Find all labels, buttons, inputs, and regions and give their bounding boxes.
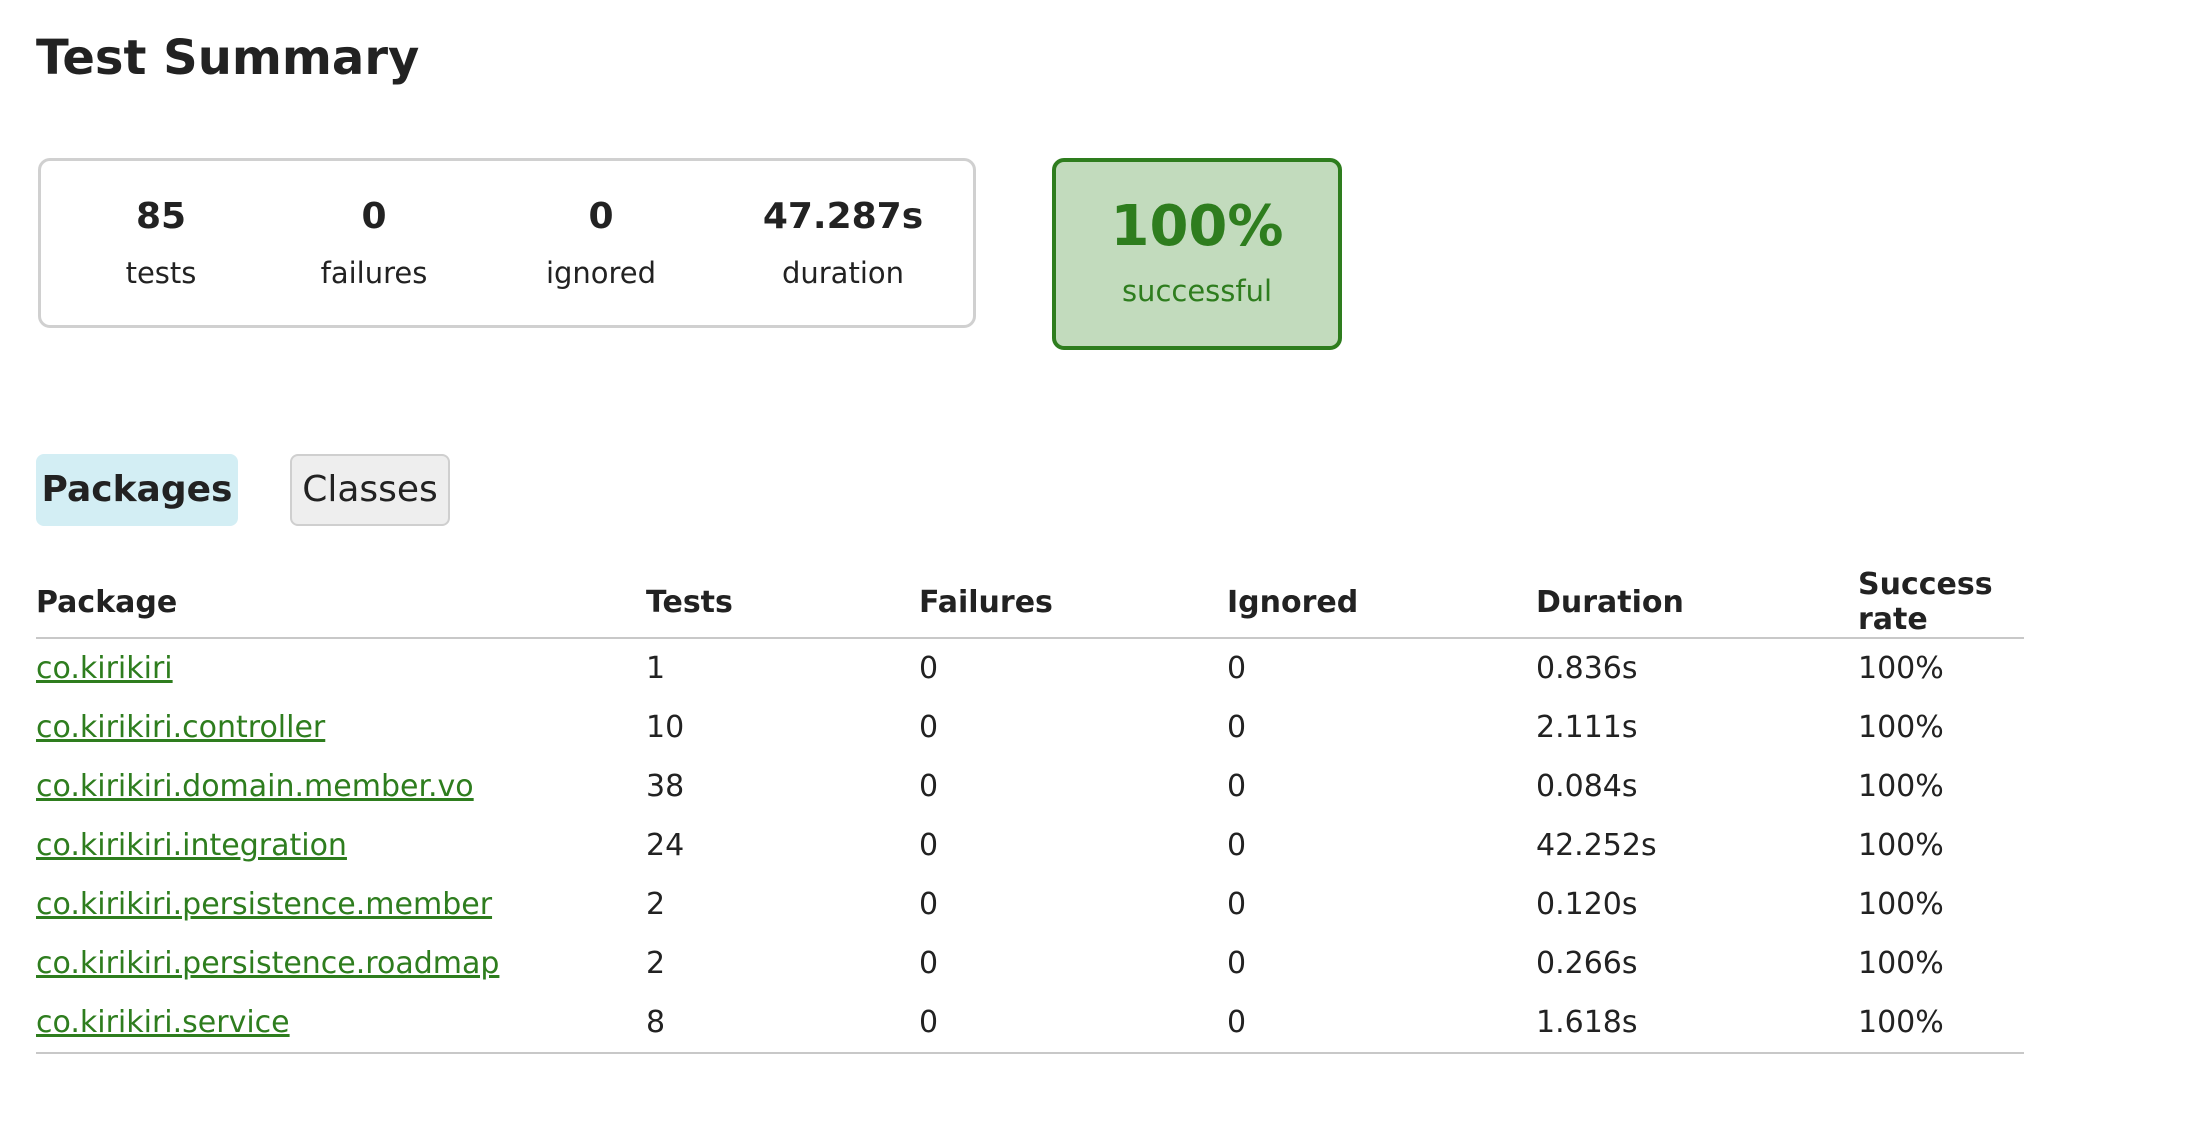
stat-failures-label: failures [320, 256, 428, 290]
table-row: co.kirikiri.persistence.roadmap 2 0 0 0.… [36, 934, 2024, 993]
table-header-row: Package Tests Failures Ignored Duration … [36, 567, 2024, 639]
stat-duration-label: duration [781, 256, 905, 290]
duration-cell: 0.266s [1536, 946, 1638, 981]
package-link[interactable]: co.kirikiri.persistence.member [36, 887, 493, 922]
stat-tests-label: tests [125, 256, 197, 290]
package-link[interactable]: co.kirikiri.controller [36, 710, 326, 745]
duration-cell: 1.618s [1536, 993, 1858, 1054]
tab-packages[interactable]: Packages [36, 454, 238, 526]
stat-tests-value: 85 [135, 196, 187, 237]
success-rate-cell: 100% [1858, 946, 1944, 981]
stat-duration-value: 47.287s [762, 196, 924, 237]
failures-cell: 0 [919, 993, 1227, 1054]
success-rate-box: 100% successful [1052, 158, 1342, 350]
failures-cell: 0 [919, 710, 939, 745]
table-row: co.kirikiri.persistence.member 2 0 0 0.1… [36, 875, 2024, 934]
stat-failures-value: 0 [361, 196, 387, 237]
table-row: co.kirikiri.domain.member.vo 38 0 0 0.08… [36, 757, 2024, 816]
stat-failures: 0 failures [254, 193, 494, 293]
table-row: co.kirikiri.service 8 0 0 1.618s 100% [36, 993, 2024, 1054]
column-header-duration: Duration [1536, 567, 1858, 639]
tab-classes[interactable]: Classes [290, 454, 450, 526]
ignored-cell: 0 [1227, 887, 1247, 922]
stat-ignored-value: 0 [588, 196, 614, 237]
success-rate-value: 100% [1110, 194, 1284, 259]
column-header-failures: Failures [919, 567, 1227, 639]
page-title: Test Summary [36, 30, 420, 86]
package-link[interactable]: co.kirikiri.persistence.roadmap [36, 946, 500, 981]
tests-cell: 38 [646, 769, 685, 804]
column-header-ignored: Ignored [1227, 567, 1536, 639]
ignored-cell: 0 [1227, 769, 1247, 804]
duration-cell: 0.084s [1536, 769, 1638, 804]
failures-cell: 0 [919, 887, 939, 922]
table-row: co.kirikiri 1 0 0 0.836s 100% [36, 638, 2024, 698]
table-row: co.kirikiri.integration 24 0 0 42.252s 1… [36, 816, 2024, 875]
tests-cell: 2 [646, 946, 666, 981]
failures-cell: 0 [919, 769, 939, 804]
stat-duration: 47.287s duration [723, 193, 963, 293]
tests-cell: 2 [646, 887, 666, 922]
ignored-cell: 0 [1227, 993, 1536, 1054]
package-link[interactable]: co.kirikiri.domain.member.vo [36, 769, 474, 804]
duration-cell: 0.836s [1536, 651, 1638, 686]
stat-tests: 85 tests [41, 193, 281, 293]
package-link[interactable]: co.kirikiri [36, 651, 173, 686]
package-link[interactable]: co.kirikiri.service [36, 1005, 290, 1040]
failures-cell: 0 [919, 946, 939, 981]
success-rate-cell: 100% [1858, 769, 1944, 804]
column-header-tests: Tests [646, 567, 919, 639]
stat-ignored: 0 ignored [481, 193, 721, 293]
success-rate-cell: 100% [1858, 651, 1944, 686]
duration-cell: 2.111s [1536, 710, 1638, 745]
package-link[interactable]: co.kirikiri.integration [36, 828, 347, 863]
duration-cell: 0.120s [1536, 887, 1638, 922]
failures-cell: 0 [919, 828, 939, 863]
ignored-cell: 0 [1227, 651, 1247, 686]
success-rate-label: successful [1121, 274, 1273, 308]
success-rate-cell: 100% [1858, 828, 1944, 863]
packages-table: Package Tests Failures Ignored Duration … [36, 567, 2024, 1054]
column-header-package: Package [36, 567, 646, 639]
tests-cell: 24 [646, 828, 685, 863]
tests-cell: 8 [646, 993, 919, 1054]
failures-cell: 0 [919, 651, 939, 686]
ignored-cell: 0 [1227, 710, 1247, 745]
success-rate-cell: 100% [1858, 710, 1944, 745]
table-row: co.kirikiri.controller 10 0 0 2.111s 100… [36, 698, 2024, 757]
success-rate-cell: 100% [1858, 887, 1944, 922]
summary-counters: 85 tests 0 failures 0 ignored 47.287s du… [38, 158, 976, 328]
ignored-cell: 0 [1227, 828, 1247, 863]
duration-cell: 42.252s [1536, 828, 1657, 863]
tests-cell: 10 [646, 710, 685, 745]
column-header-success-rate: Success rate [1858, 567, 2024, 639]
ignored-cell: 0 [1227, 946, 1247, 981]
success-rate-cell: 100% [1858, 993, 2024, 1054]
tests-cell: 1 [646, 651, 666, 686]
stat-ignored-label: ignored [545, 256, 657, 290]
